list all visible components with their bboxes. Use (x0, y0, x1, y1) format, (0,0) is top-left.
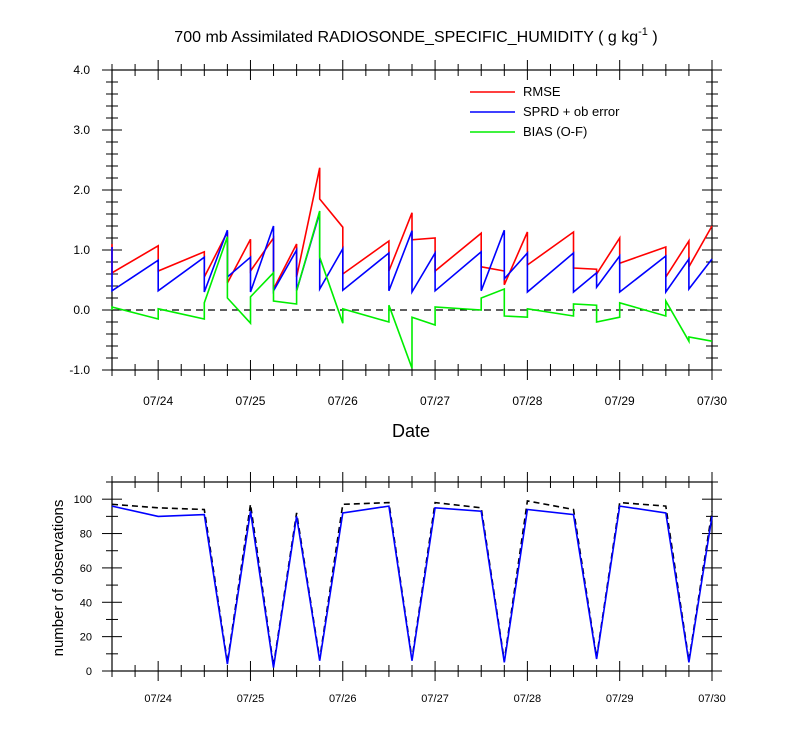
x-tick-label: 07/29 (606, 693, 634, 705)
y-tick-label: 0.0 (73, 303, 90, 317)
series-bias-o-f (111, 210, 713, 369)
y-tick-label: -1.0 (69, 363, 90, 377)
legend-label: RMSE (523, 84, 561, 99)
x-tick-label: 07/27 (420, 394, 450, 408)
top-chart: 07/24 07/25 07/26 07/27 07/28 07/29 07/30 -1.0 0… (69, 60, 727, 408)
x-tick-label: 07/30 (698, 693, 726, 705)
x-tick-label: 07/24 (144, 693, 172, 705)
y-tick-label: 80 (80, 529, 92, 541)
x-tick-label: 07/27 (421, 693, 449, 705)
x-tick-label: 07/28 (512, 394, 542, 408)
chart-title: 700 mb Assimilated RADIOSONDE_SPECIFIC_H… (174, 26, 657, 46)
y-tick-label: 2.0 (73, 183, 90, 197)
x-tick-label: 07/29 (605, 394, 635, 408)
x-axis-label: Date (392, 421, 430, 441)
y-tick-label: 4.0 (73, 63, 90, 77)
x-tick-label: 07/25 (235, 394, 265, 408)
x-tick-label: 07/28 (514, 693, 542, 705)
plot-frame (111, 481, 713, 672)
y-tick-label: 100 (74, 494, 92, 506)
y-tick-label: 60 (80, 563, 92, 575)
series-possible (111, 499, 713, 666)
y-tick-label: 20 (80, 632, 92, 644)
y-tick-label: 3.0 (73, 123, 90, 137)
series-used (111, 505, 713, 668)
x-tick-label: 07/26 (329, 693, 357, 705)
legend-label: BIAS (O-F) (523, 124, 587, 139)
legend-label: SPRD + ob error (523, 104, 620, 119)
y-tick-label: 40 (80, 597, 92, 609)
x-tick-label: 07/26 (328, 394, 358, 408)
y-tick-label: 0 (86, 666, 92, 678)
bottom-chart: 07/24 07/25 07/26 07/27 07/28 07/29 07/30 0 20 40… (74, 472, 726, 705)
y-axis-label-observations: number of observations (50, 500, 67, 657)
x-tick-label: 07/25 (237, 693, 265, 705)
x-tick-label: 07/24 (143, 394, 173, 408)
x-tick-label: 07/30 (697, 394, 727, 408)
y-tick-label: 1.0 (73, 243, 90, 257)
